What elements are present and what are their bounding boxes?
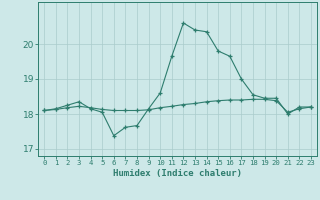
X-axis label: Humidex (Indice chaleur): Humidex (Indice chaleur)	[113, 169, 242, 178]
